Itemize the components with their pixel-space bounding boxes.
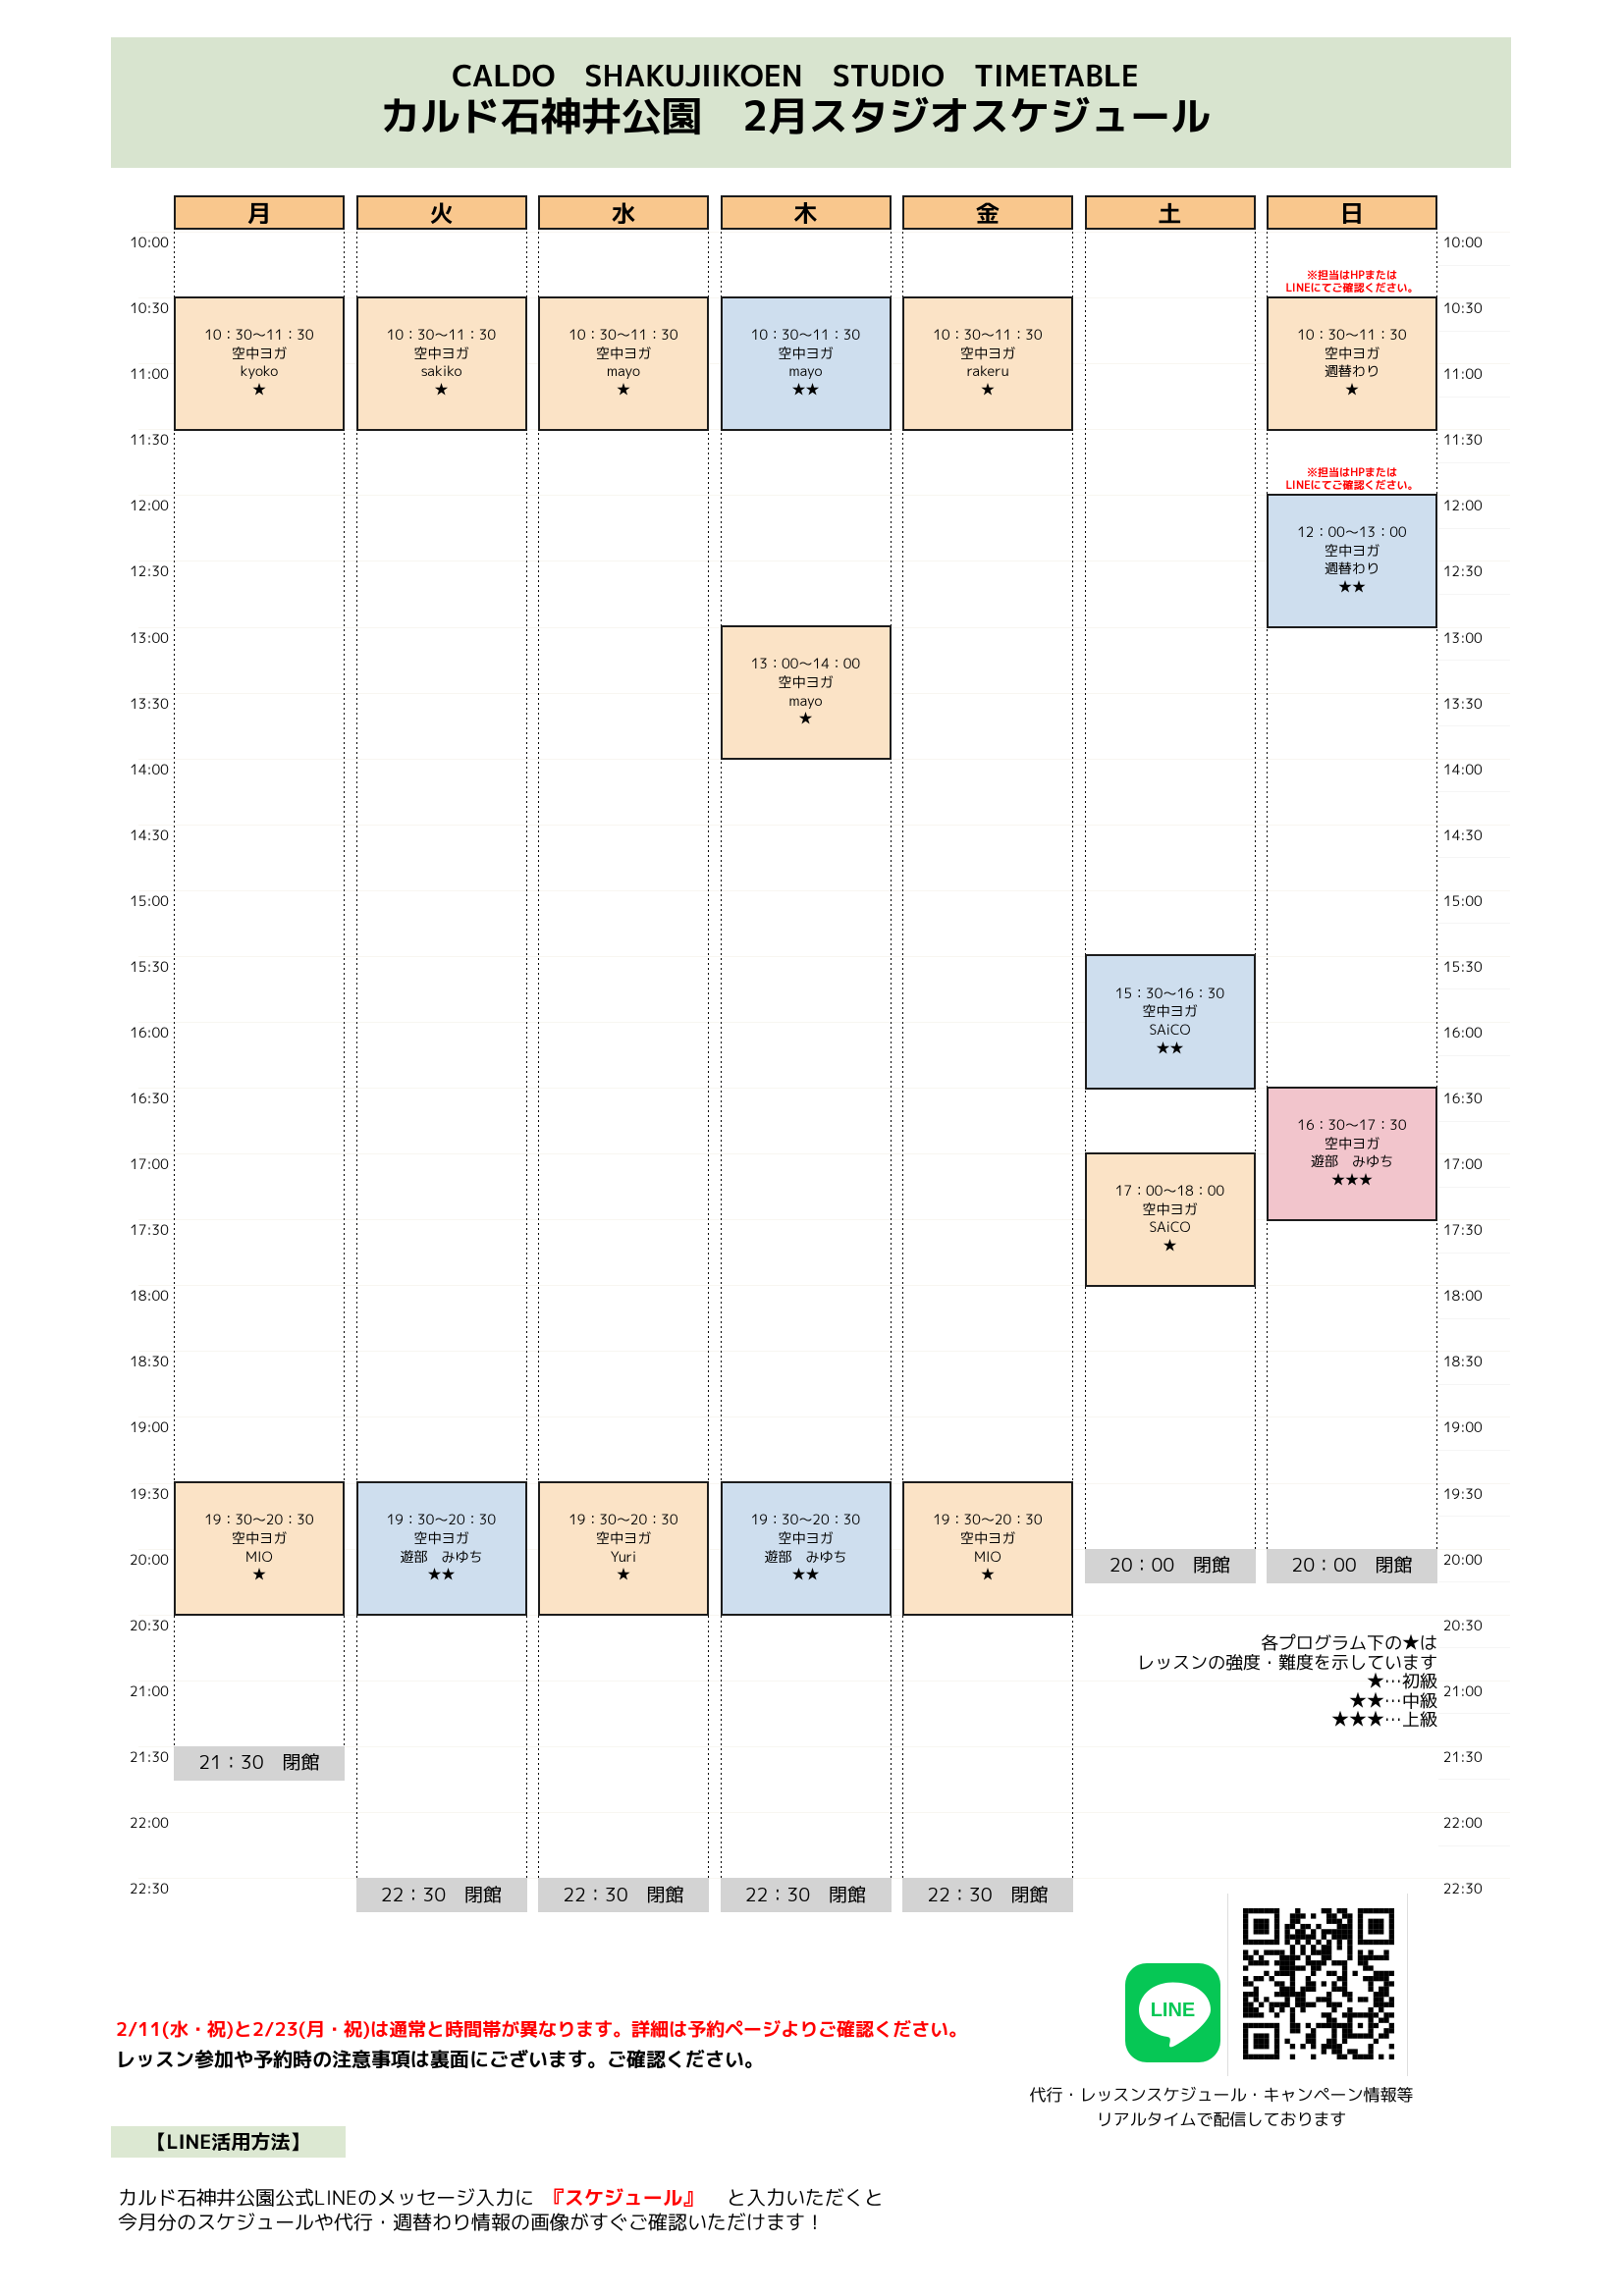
svg-text:LINE: LINE	[1151, 2000, 1196, 2021]
